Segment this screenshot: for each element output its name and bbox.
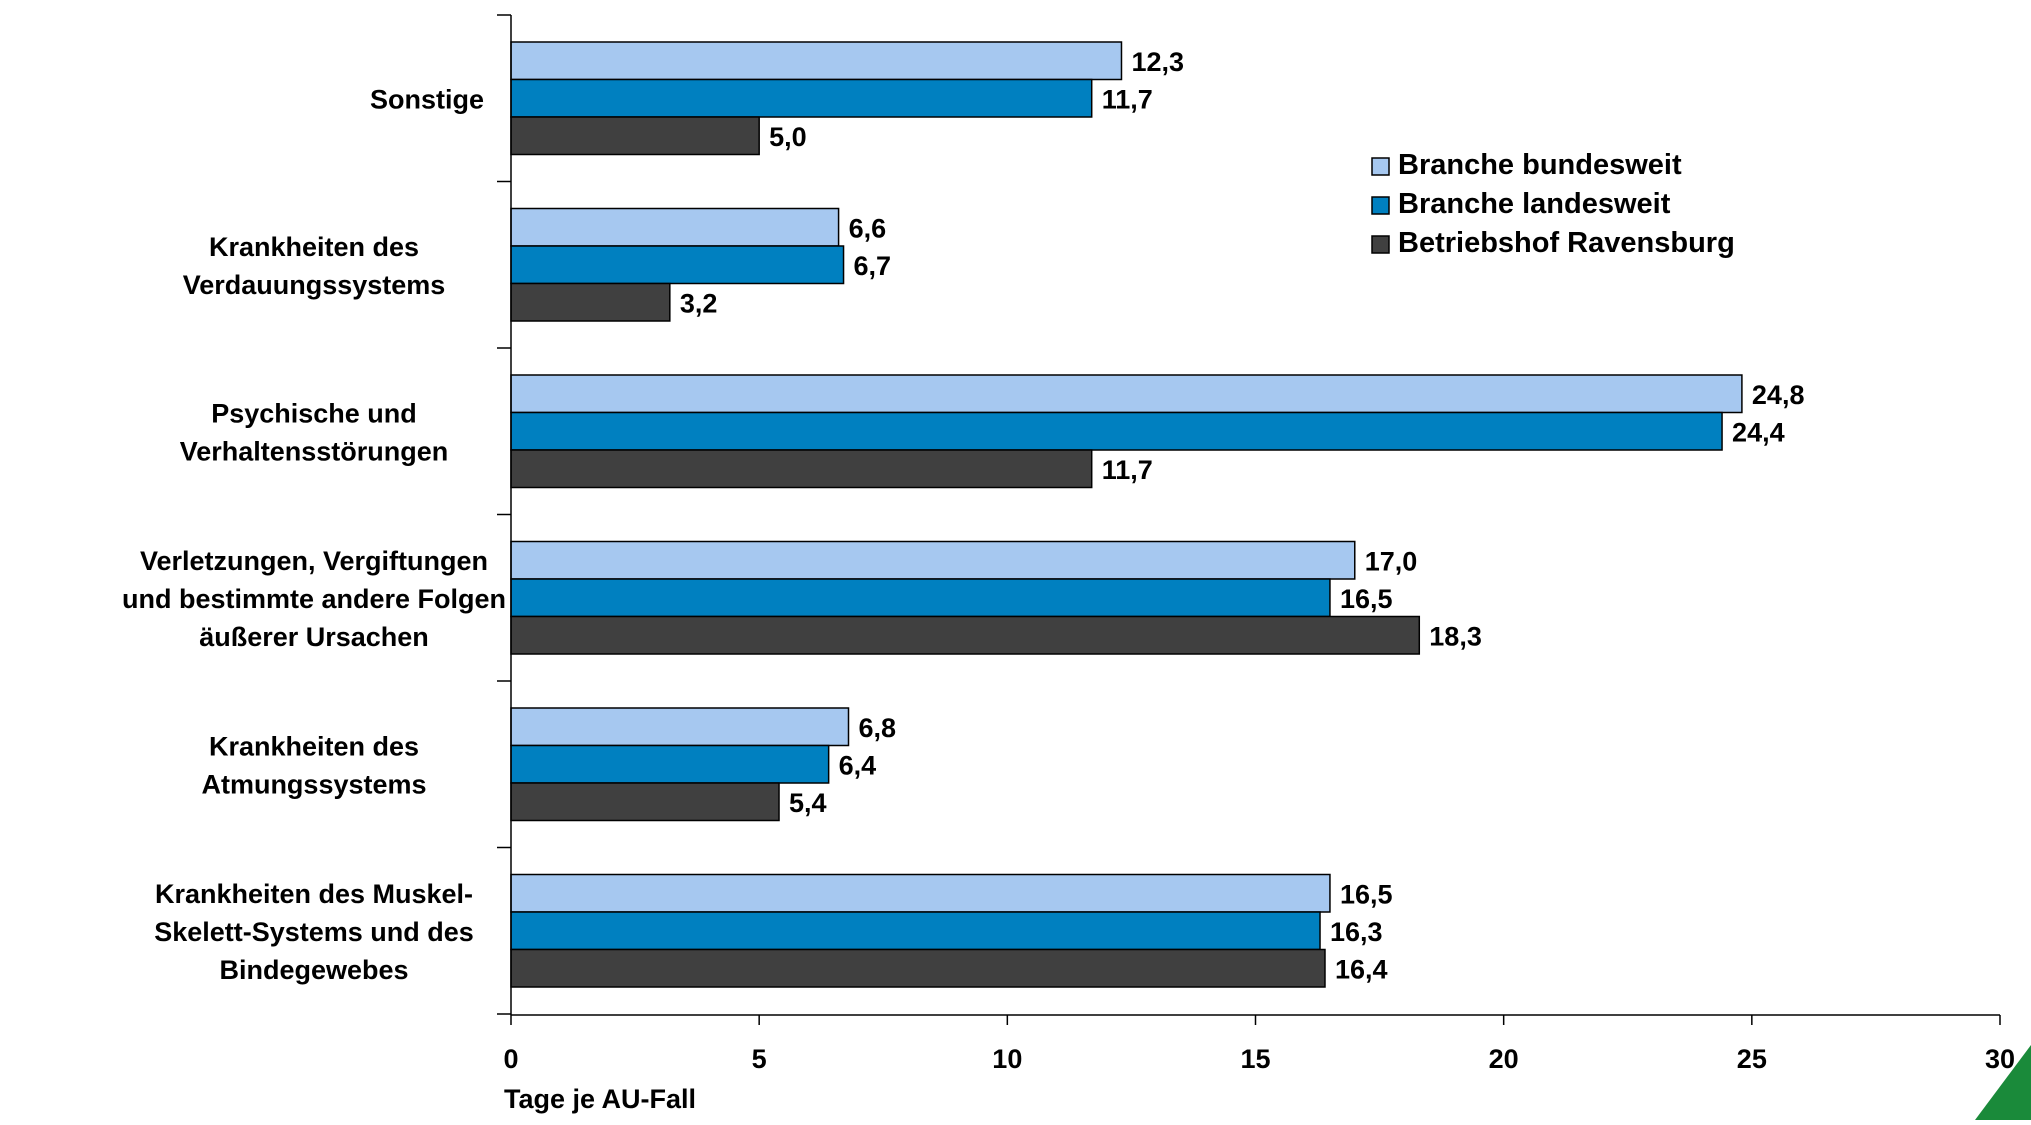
legend-swatch — [1371, 157, 1390, 176]
legend-label: Branche bundesweit — [1398, 149, 1682, 181]
data-label: 11,7 — [1102, 84, 1153, 114]
corner-decoration — [1975, 1045, 2031, 1120]
data-label: 17,0 — [1365, 546, 1418, 576]
data-label: 6,6 — [849, 213, 887, 243]
bar-5-series-2 — [510, 744, 830, 784]
bar-5-series-1 — [510, 707, 850, 747]
data-label: 16,4 — [1335, 954, 1388, 984]
x-tick-label: 0 — [503, 1044, 518, 1074]
bar-3-series-3 — [510, 449, 1093, 489]
x-tick-label: 25 — [1737, 1044, 1767, 1074]
data-label: 16,5 — [1340, 879, 1393, 909]
x-tick-label: 15 — [1240, 1044, 1270, 1074]
legend-swatch — [1371, 235, 1390, 254]
legend: Branche bundesweit Branche landesweit Betr… — [1371, 149, 1735, 259]
data-label: 18,3 — [1429, 621, 1482, 651]
category-label: Krankheiten des Atmungssystems — [201, 731, 426, 799]
category-label: Krankheiten des Verdauungssystems — [183, 232, 446, 300]
data-label: 24,8 — [1752, 380, 1805, 410]
x-axis-title: Tage je AU-Fall — [504, 1084, 696, 1114]
bar-4-series-2 — [510, 578, 1331, 618]
data-label: 12,3 — [1131, 47, 1184, 77]
data-label: 16,5 — [1340, 584, 1393, 614]
legend-label: Betriebshof Ravensburg — [1398, 227, 1735, 259]
bars-layer — [510, 41, 1743, 988]
legend-swatch — [1371, 196, 1390, 215]
labels-layer: 12,3 11,7 5,0 Sonstige 6,6 6,7 3,2 Krankheiten … — [122, 47, 1805, 985]
data-label: 11,7 — [1102, 455, 1153, 485]
bar-1-series-3 — [510, 116, 760, 156]
bar-1-series-1 — [510, 41, 1123, 81]
data-label: 16,3 — [1330, 917, 1383, 947]
bar-5-series-3 — [510, 782, 780, 822]
category-label: Psychische und Verhaltensstörungen — [180, 398, 449, 466]
bar-3-series-2 — [510, 411, 1723, 451]
x-tick-label: 30 — [1985, 1044, 2015, 1074]
data-label: 24,4 — [1732, 417, 1785, 447]
bar-6-series-3 — [510, 948, 1326, 988]
category-label: Verletzungen, Vergiftungen und bestimmte … — [122, 546, 506, 652]
bar-4-series-1 — [510, 540, 1356, 580]
x-tick-label: 5 — [752, 1044, 767, 1074]
category-label: Krankheiten des Muskel-Skelett-Systems u… — [154, 879, 474, 985]
data-label: 3,2 — [680, 288, 718, 318]
x-tick-label: 10 — [992, 1044, 1022, 1074]
bar-6-series-2 — [510, 911, 1321, 951]
data-label: 6,8 — [859, 713, 897, 743]
bar-2-series-3 — [510, 282, 671, 322]
bar-1-series-2 — [510, 78, 1093, 118]
bar-4-series-3 — [510, 615, 1421, 655]
category-label: Sonstige — [370, 84, 484, 114]
data-label: 6,4 — [839, 750, 877, 780]
x-tick-label: 20 — [1489, 1044, 1519, 1074]
bar-2-series-2 — [510, 245, 845, 285]
legend-label: Branche landesweit — [1398, 188, 1671, 220]
data-label: 6,7 — [854, 251, 892, 281]
bar-3-series-1 — [510, 374, 1743, 414]
bar-2-series-1 — [510, 207, 840, 247]
data-label: 5,4 — [789, 788, 827, 818]
bar-6-series-1 — [510, 873, 1331, 913]
data-label: 5,0 — [769, 122, 807, 152]
axis-layer: 0 5 10 15 20 25 30 — [497, 14, 2015, 1074]
